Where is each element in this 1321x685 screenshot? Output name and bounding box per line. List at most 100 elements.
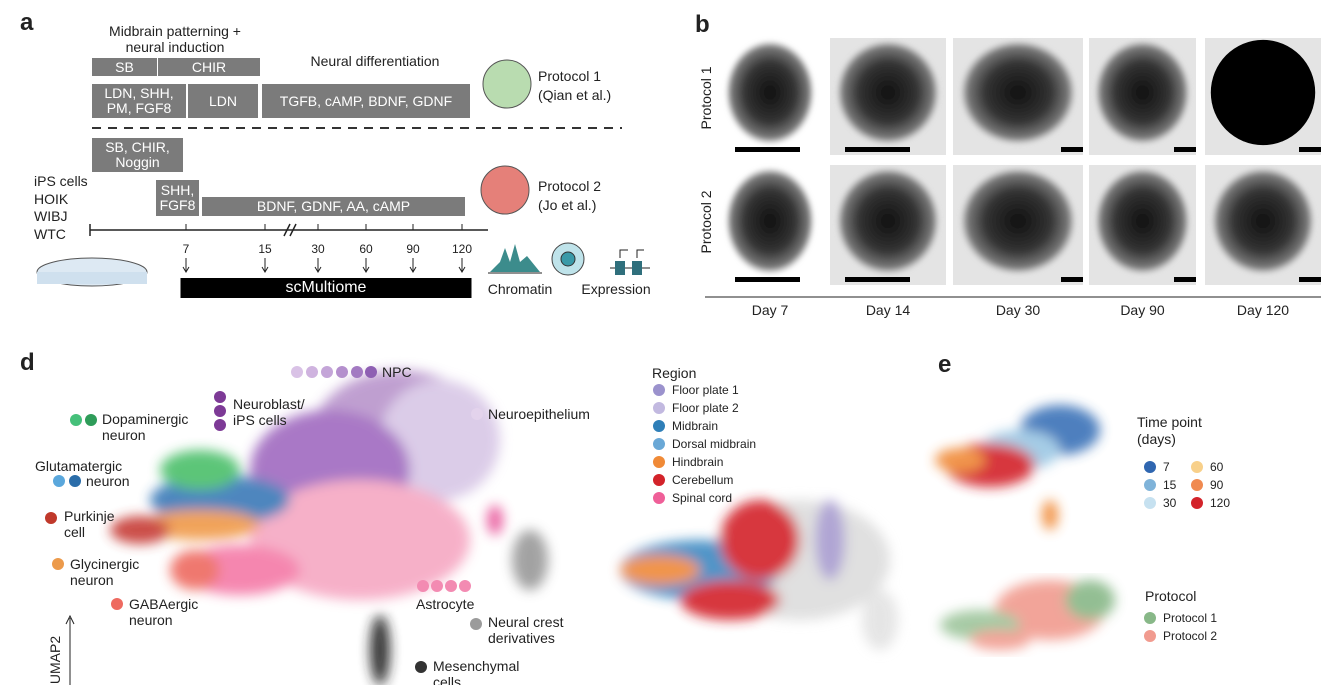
umap-protocol [940,580,1115,650]
day-label: Day 90 [1120,302,1165,318]
legend-entry: Dorsal midbrain [672,437,757,451]
header: Midbrain patterning + [109,23,241,39]
scale-bar [845,277,910,282]
umap-main [110,370,548,685]
umap-region [620,500,898,650]
umap-axis [65,614,75,685]
timepoint: 60 [359,242,373,256]
box-line: LDN, SHH, [104,85,174,101]
legend-entry: Midbrain [672,419,719,433]
legend-entry: Spinal cord [672,491,733,505]
cluster-label: cell [64,524,86,540]
organoid [1210,167,1316,275]
legend-entry: 7 [1163,460,1170,474]
box-line: CHIR [191,58,227,75]
legend-entry: Floor plate 1 [672,383,739,397]
box-line: BDNF, GDNF, AA, cAMP [256,198,411,214]
protocol-box: LDN [188,84,258,118]
box-line: TGFB, cAMP, BDNF, GDNF [279,92,453,109]
cluster-label: GABAergic [129,596,199,612]
legend-entry: Cerebellum [672,473,734,487]
day-label: Day 14 [865,302,911,318]
legend-entry: 30 [1163,496,1177,510]
legend-dot [653,474,665,486]
box-line: LDN [208,92,237,109]
cluster-dot [321,366,333,378]
legend-dot [1191,497,1203,509]
cluster-label: derivatives [488,630,555,646]
panel-label: e [938,351,952,378]
timepoint: 7 [182,242,190,256]
legend-dot [1191,461,1203,473]
scale-bar [1061,277,1083,282]
cell-nucleus [560,251,576,267]
cluster-dot [70,414,82,426]
protocol-name: Protocol 2 [538,178,602,194]
cluster-label: neuron [70,572,114,588]
assay-bar: scMultiome [180,278,472,298]
cluster-label: Neuroblast/ [233,396,305,412]
cluster-dot [85,414,97,426]
legend-entry: 15 [1163,478,1177,492]
cluster-label: iPS cells [233,412,287,428]
panel-label: a [20,9,34,36]
protocol-box: TGFB, cAMP, BDNF, GDNF [262,84,470,118]
legend-dot [1191,479,1203,491]
legend-dot [1144,612,1156,624]
legend-dot [1144,479,1156,491]
protocol2-organoid [480,165,530,215]
cluster-label: neuron [129,612,173,628]
scale-bar [1061,147,1083,152]
day-label: Day 30 [995,302,1041,318]
organoid [959,39,1077,146]
stage-label: Neural differentiation [310,53,440,69]
cluster-dot [291,366,303,378]
cluster-dot [365,366,377,378]
day-label: Day 120 [1236,302,1290,318]
cluster-dot [459,580,471,592]
legend-entry: 120 [1210,496,1231,510]
timepoint: 90 [406,242,420,256]
organoid [1210,39,1316,146]
cluster-dot [52,558,64,570]
legend-dot [653,438,665,450]
legend-title: Region [652,365,697,381]
protocol-box: CHIR [158,58,260,76]
arrow [458,258,466,273]
legend-dot [653,456,665,468]
scale-bar [1299,277,1321,282]
legend-dot [1144,461,1156,473]
arrow [409,258,417,273]
scale-bar [1174,277,1196,282]
cluster-dot [214,405,226,417]
cluster-label: neuron [102,427,146,443]
cluster-dot [336,366,348,378]
arrow [314,258,322,273]
timepoint: 30 [311,242,325,256]
cluster-label: neuron [86,473,130,489]
protocol-citation: (Jo et al.) [538,197,597,213]
cluster-dot [111,598,123,610]
row-label: Protocol 2 [698,190,714,254]
umap-timepoint [935,405,1100,530]
legend-dot [653,420,665,432]
legend-title: (days) [1137,431,1176,447]
cluster-label: Neural crest [488,614,564,630]
legend-dot [653,402,665,414]
box-line: SHH, [160,182,195,198]
protocol-name: Protocol 1 [538,68,602,84]
organoid [1094,167,1191,275]
box-line: SB [115,58,134,75]
protocol-box: SB, CHIR, Noggin [92,138,183,172]
organoid-images [720,38,1321,285]
legend-dot [1144,630,1156,642]
scale-bar [735,277,800,282]
organoid [1094,39,1191,146]
legend-dot [1144,497,1156,509]
cluster-dot [471,408,483,420]
arrow [182,258,190,273]
protocol1-organoid [482,59,532,109]
legend-title: Time point [1137,414,1202,430]
protocol-citation: (Qian et al.) [538,87,612,103]
